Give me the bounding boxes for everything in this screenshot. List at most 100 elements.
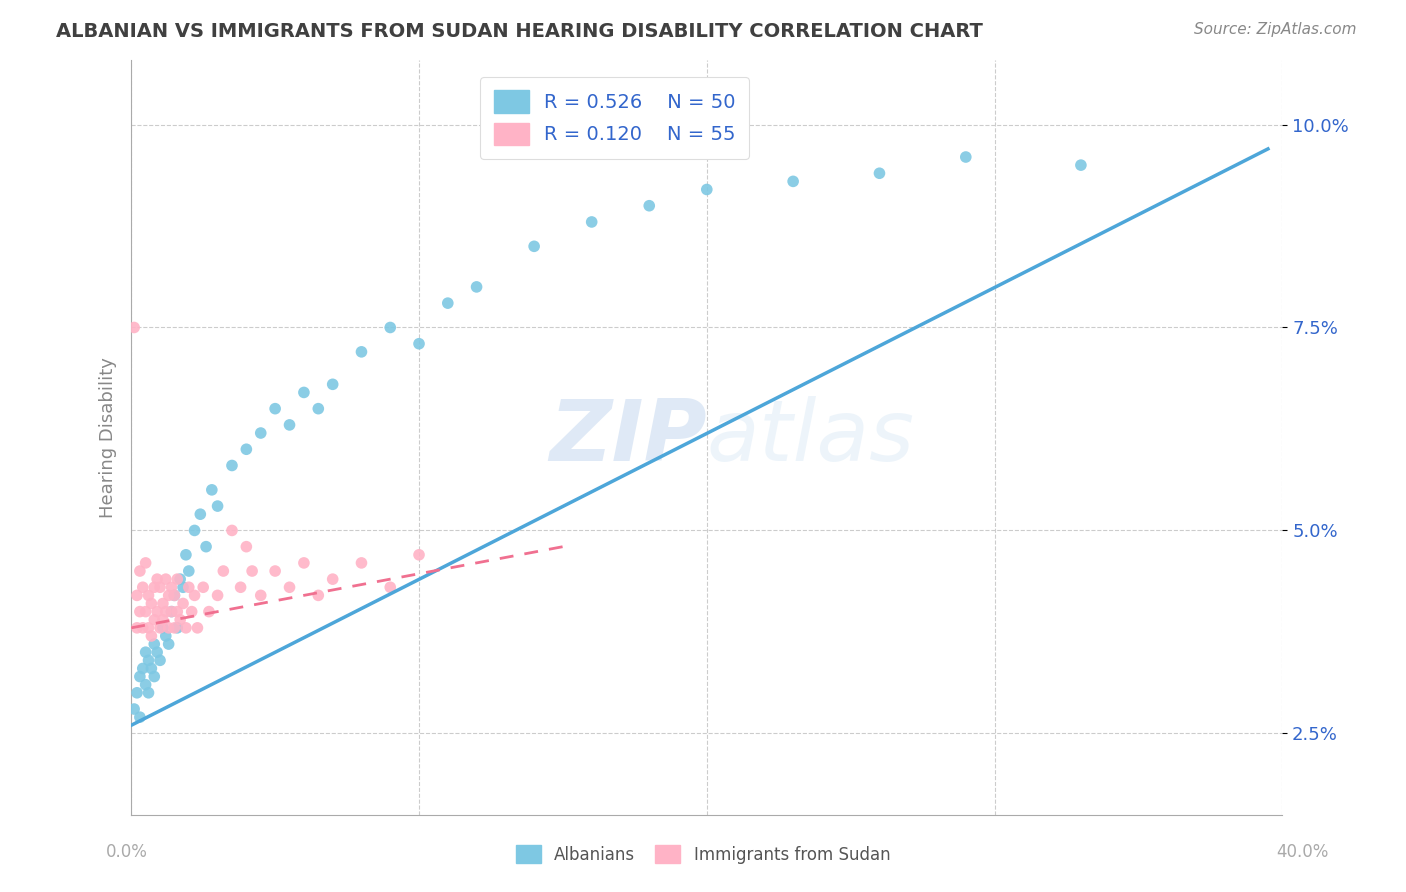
Point xyxy=(240,564,263,578)
Point xyxy=(143,613,166,627)
Text: 0.0%: 0.0% xyxy=(105,843,148,861)
Point xyxy=(380,580,402,594)
Point xyxy=(160,605,183,619)
Point xyxy=(152,621,174,635)
Point xyxy=(177,580,200,594)
Point xyxy=(278,580,301,594)
Point xyxy=(125,588,148,602)
Point xyxy=(152,597,174,611)
Point xyxy=(183,588,205,602)
Point xyxy=(235,442,257,457)
Point xyxy=(307,401,329,416)
Point xyxy=(122,702,145,716)
Point xyxy=(163,621,186,635)
Point xyxy=(157,588,180,602)
Point xyxy=(163,588,186,602)
Text: Source: ZipAtlas.com: Source: ZipAtlas.com xyxy=(1194,22,1357,37)
Point xyxy=(135,556,157,570)
Point xyxy=(195,540,218,554)
Text: ALBANIAN VS IMMIGRANTS FROM SUDAN HEARING DISABILITY CORRELATION CHART: ALBANIAN VS IMMIGRANTS FROM SUDAN HEARIN… xyxy=(56,22,983,41)
Point xyxy=(157,621,180,635)
Point xyxy=(581,215,603,229)
Point xyxy=(166,572,188,586)
Point xyxy=(163,588,186,602)
Point xyxy=(132,621,155,635)
Point xyxy=(125,621,148,635)
Point xyxy=(172,580,194,594)
Point xyxy=(638,199,661,213)
Point xyxy=(249,588,271,602)
Point xyxy=(138,653,160,667)
Point xyxy=(436,296,458,310)
Point xyxy=(135,678,157,692)
Point xyxy=(155,629,177,643)
Point xyxy=(264,564,287,578)
Text: ZIP: ZIP xyxy=(550,395,707,479)
Point xyxy=(782,174,804,188)
Point xyxy=(146,605,169,619)
Legend: R = 0.526    N = 50, R = 0.120    N = 55: R = 0.526 N = 50, R = 0.120 N = 55 xyxy=(479,77,749,159)
Point xyxy=(149,653,172,667)
Point xyxy=(350,344,373,359)
Point xyxy=(264,401,287,416)
Point xyxy=(143,669,166,683)
Point xyxy=(465,280,488,294)
Point xyxy=(198,605,221,619)
Point xyxy=(125,686,148,700)
Point xyxy=(149,580,172,594)
Point xyxy=(146,645,169,659)
Point xyxy=(229,580,252,594)
Point xyxy=(143,580,166,594)
Point xyxy=(523,239,546,253)
Point xyxy=(193,580,215,594)
Point xyxy=(380,320,402,334)
Point xyxy=(322,572,344,586)
Point xyxy=(174,548,197,562)
Point xyxy=(1070,158,1092,172)
Point xyxy=(128,669,150,683)
Point xyxy=(172,597,194,611)
Point xyxy=(141,661,163,675)
Point xyxy=(146,572,169,586)
Point xyxy=(177,564,200,578)
Point xyxy=(278,417,301,432)
Point xyxy=(292,385,315,400)
Text: atlas: atlas xyxy=(707,395,915,479)
Point xyxy=(235,540,257,554)
Point xyxy=(201,483,224,497)
Point xyxy=(152,613,174,627)
Point xyxy=(141,629,163,643)
Point xyxy=(149,621,172,635)
Point xyxy=(180,605,202,619)
Point xyxy=(350,556,373,570)
Point xyxy=(408,548,430,562)
Point xyxy=(212,564,235,578)
Point xyxy=(408,336,430,351)
Point xyxy=(869,166,891,180)
Point xyxy=(160,605,183,619)
Point xyxy=(696,182,718,196)
Point xyxy=(138,621,160,635)
Point xyxy=(138,686,160,700)
Point xyxy=(307,588,329,602)
Point xyxy=(157,637,180,651)
Point xyxy=(135,645,157,659)
Point xyxy=(169,613,191,627)
Point xyxy=(160,580,183,594)
Point xyxy=(221,524,243,538)
Point xyxy=(169,572,191,586)
Point xyxy=(138,588,160,602)
Point xyxy=(128,605,150,619)
Text: 40.0%: 40.0% xyxy=(1277,843,1329,861)
Legend: Albanians, Immigrants from Sudan: Albanians, Immigrants from Sudan xyxy=(509,838,897,871)
Point xyxy=(128,564,150,578)
Point xyxy=(292,556,315,570)
Point xyxy=(186,621,208,635)
Point xyxy=(207,499,229,513)
Point xyxy=(322,377,344,392)
Point xyxy=(122,320,145,334)
Point xyxy=(955,150,977,164)
Point xyxy=(183,524,205,538)
Point xyxy=(128,710,150,724)
Point xyxy=(174,621,197,635)
